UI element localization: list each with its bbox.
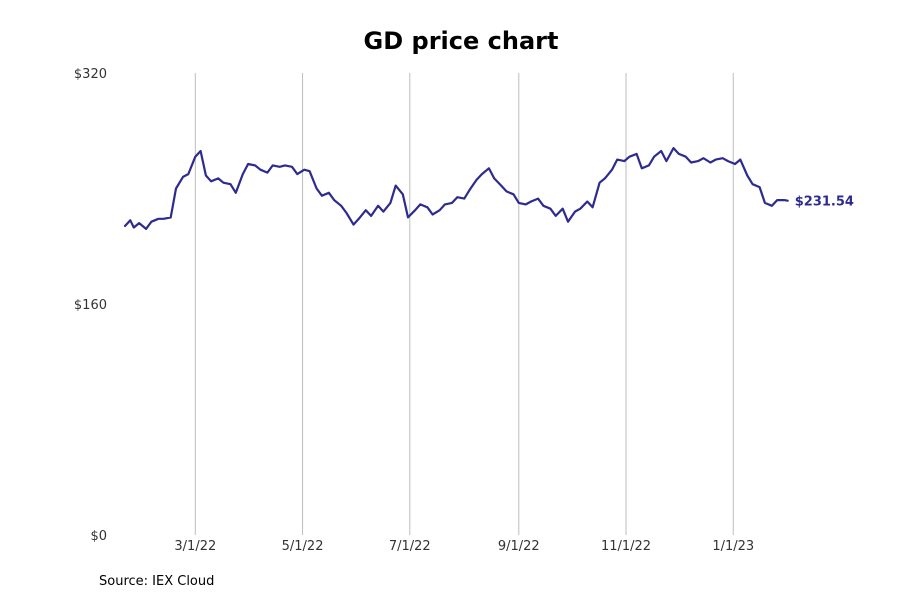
chart-title: GD price chart (363, 27, 559, 55)
price-line (123, 147, 789, 230)
x-tick-label: 11/1/22 (601, 539, 651, 554)
x-tick-label: 5/1/22 (282, 539, 324, 554)
y-tick-label: $320 (74, 67, 107, 82)
x-tick-label: 9/1/22 (498, 539, 540, 554)
end-label-layer: $231.54 (795, 195, 854, 210)
price-series (123, 147, 789, 230)
y-axis-ticks: $0 $160 $320 (74, 67, 107, 544)
source-note: Source: IEX Cloud (99, 574, 215, 589)
last-price-label: $231.54 (795, 195, 854, 210)
x-tick-label: 1/1/23 (712, 539, 754, 554)
y-tick-label: $160 (74, 298, 107, 313)
x-axis-ticks: 3/1/22 5/1/22 7/1/22 9/1/22 11/1/22 1/1/23 (174, 539, 754, 554)
grid-lines (194, 73, 734, 535)
y-tick-label: $0 (90, 529, 107, 544)
x-tick-label: 3/1/22 (174, 539, 216, 554)
x-tick-label: 7/1/22 (389, 539, 431, 554)
